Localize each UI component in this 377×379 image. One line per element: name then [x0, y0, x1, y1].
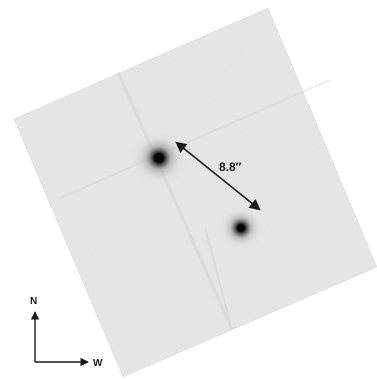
separation-arrow [175, 141, 261, 211]
compass-west-label: W [93, 358, 103, 369]
separation-label: 8.8″ [219, 160, 242, 174]
secondary-source [217, 204, 265, 252]
primary-source [129, 128, 189, 188]
compass-north-label: N [30, 296, 37, 307]
sky-noise [14, 8, 377, 377]
compass: N W [30, 296, 103, 369]
detector-seams [59, 71, 331, 331]
